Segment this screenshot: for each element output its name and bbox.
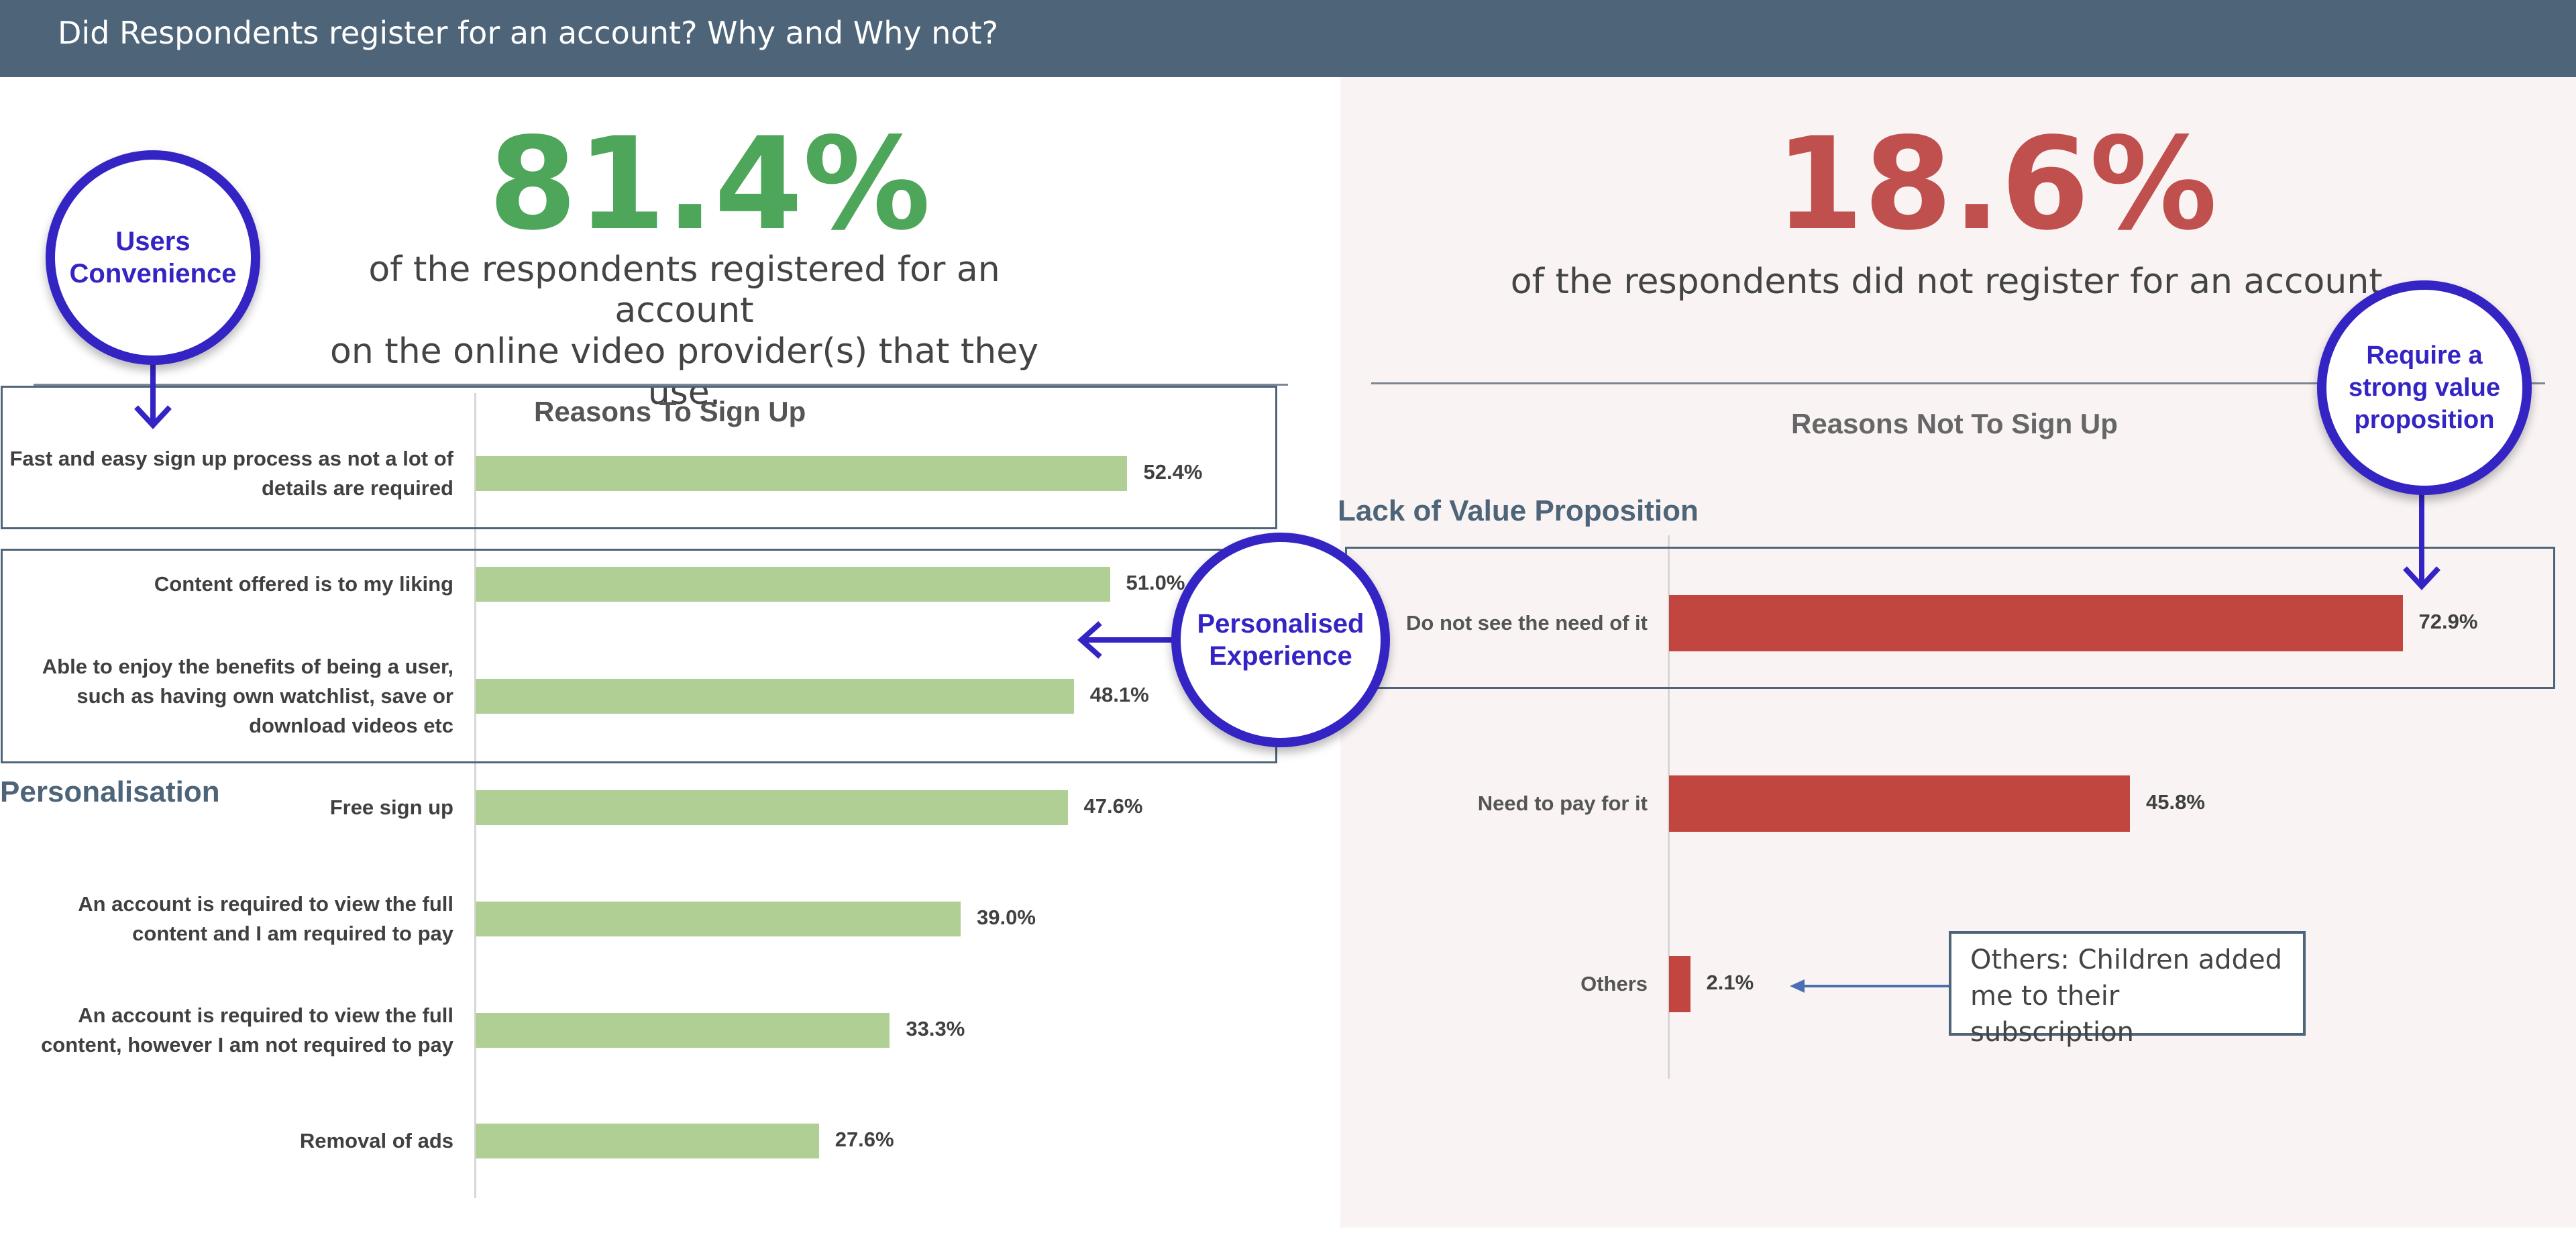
category-label: An account is required to view the full c…	[0, 889, 453, 949]
value-label: 45.8%	[2146, 790, 2205, 814]
category-label: Others	[1335, 969, 1648, 999]
value-label: 27.6%	[835, 1128, 894, 1151]
category-label: Able to enjoy the benefits of being a us…	[0, 652, 453, 741]
category-label-line: Free sign up	[329, 796, 453, 819]
convenience-arrow	[134, 358, 172, 429]
bar	[476, 456, 1128, 491]
others-note-box: Others: Children added me to their subsc…	[1949, 931, 2306, 1048]
lack-of-value-label: Lack of Value Proposition	[1338, 494, 1699, 527]
others-note-line2: me to their subscription	[1970, 981, 2134, 1048]
category-label-line: Able to enjoy the benefits of being a us…	[42, 655, 453, 678]
bar	[476, 679, 1074, 714]
sign-up-chart-title: Reasons To Sign Up	[534, 396, 806, 427]
personalised-experience-callout: Personalised Experience	[1171, 533, 1390, 747]
category-label: Fast and easy sign up process as not a l…	[0, 444, 454, 503]
value-label: 72.9%	[2418, 610, 2478, 633]
bar	[476, 790, 1068, 825]
value-label: 48.1%	[1089, 683, 1149, 706]
right-divider	[1371, 382, 2545, 384]
personalised-arrow	[1077, 621, 1178, 659]
personalised-experience-line2: Experience	[1209, 641, 1352, 671]
category-label-line: Removal of ads	[299, 1129, 453, 1152]
value-label: 2.1%	[1706, 971, 1754, 994]
value-proposition-callout: Require a strong value proposition	[2317, 280, 2532, 495]
convenience-highlight-box	[1, 386, 1277, 529]
left-divider	[34, 384, 1288, 386]
sign-up-chart-axis	[474, 393, 476, 1198]
bar	[1669, 956, 1690, 1012]
registered-description: of the respondents registered for an acc…	[295, 250, 1073, 413]
value-proposition-line3: proposition	[2354, 406, 2495, 434]
users-convenience-callout: Users Convenience	[46, 150, 260, 365]
category-label-line: Do not see the need of it	[1406, 611, 1648, 635]
registered-percent: 81.4%	[488, 110, 931, 258]
category-label-line: such as having own watchlist, save or	[76, 684, 453, 708]
category-label-line: Content offered is to my liking	[154, 572, 453, 596]
bar	[476, 1013, 890, 1048]
category-label-line: An account is required to view the full	[78, 1004, 453, 1027]
not-sign-up-chart-axis	[1668, 535, 1670, 1079]
category-label-line: Fast and easy sign up process as not a l…	[9, 447, 454, 470]
users-convenience-line2: Convenience	[69, 259, 237, 288]
category-label: Need to pay for it	[1335, 789, 1648, 818]
category-label-line: details are required	[261, 476, 453, 500]
bar	[1669, 775, 2130, 832]
not-registered-description: of the respondents did not register for …	[1476, 262, 2428, 303]
others-note-line1: Others: Children added	[1970, 944, 2283, 975]
not-registered-panel	[1340, 77, 2576, 1228]
category-label: An account is required to view the full c…	[0, 1001, 453, 1060]
category-label-line: Others	[1580, 972, 1648, 995]
bar	[476, 902, 961, 936]
category-label-line: download videos etc	[249, 714, 453, 737]
personalisation-label: Personalisation	[0, 775, 220, 808]
registered-description-line1: of the respondents registered for an acc…	[368, 250, 1000, 331]
category-label: Removal of ads	[0, 1126, 453, 1156]
users-convenience-line1: Users	[115, 227, 191, 256]
category-label: Do not see the need of it	[1335, 608, 1648, 638]
others-note-arrow	[1790, 979, 1949, 993]
value-proposition-arrow	[2403, 491, 2440, 590]
bar	[1669, 595, 2403, 651]
value-label: 52.4%	[1143, 460, 1203, 484]
category-label-line: content and I am required to pay	[132, 922, 453, 945]
category-label: Free sign up	[0, 793, 453, 822]
value-label: 51.0%	[1126, 571, 1185, 594]
category-label: Content offered is to my liking	[0, 570, 453, 599]
header-bar	[0, 0, 2576, 77]
category-label-line: content, however I am not required to pa…	[41, 1033, 453, 1057]
not-sign-up-chart-title: Reasons Not To Sign Up	[1791, 408, 2118, 439]
registered-description-line2: on the online video provider(s) that the…	[330, 331, 1038, 413]
category-label-line: An account is required to view the full	[78, 892, 453, 916]
value-label: 39.0%	[977, 906, 1036, 929]
personalised-experience-line1: Personalised	[1197, 609, 1364, 639]
bar	[476, 1124, 819, 1158]
bar	[476, 567, 1110, 602]
value-proposition-line2: strong value	[2349, 374, 2500, 402]
value-label: 47.6%	[1083, 794, 1143, 818]
not-registered-percent: 18.6%	[1775, 110, 2218, 258]
page-title: Did Respondents register for an account?…	[58, 15, 998, 51]
not-registered-description-line1: of the respondents did not register for …	[1510, 262, 2394, 302]
category-label-line: Need to pay for it	[1477, 792, 1648, 815]
value-label: 33.3%	[906, 1017, 965, 1040]
value-proposition-line1: Require a	[2366, 341, 2483, 370]
